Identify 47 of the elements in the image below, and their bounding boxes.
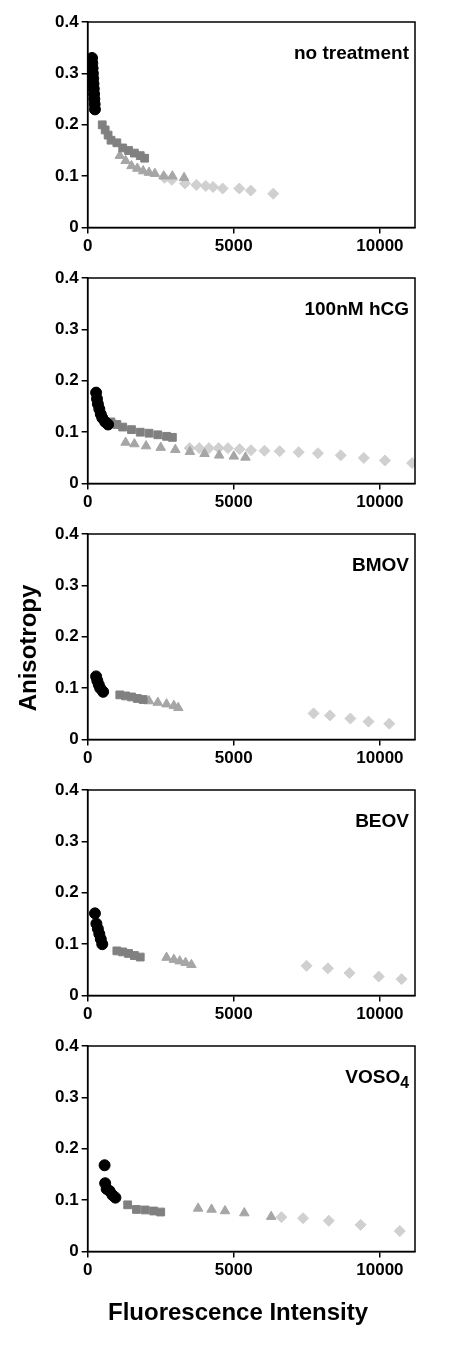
x-tick-label: 10000 [356,748,404,768]
y-tick-label: 0 [69,473,79,493]
y-tick-label: 0.3 [54,831,79,851]
x-tick-label: 5000 [214,748,253,768]
y-axis-title: Anisotropy [14,584,42,712]
x-tick-label: 0 [82,1004,93,1024]
x-tick-label: 0 [82,236,93,256]
y-tick-label: 0.3 [54,63,79,83]
y-tick-label: 0.4 [54,523,80,543]
x-tick-label: 0 [82,748,93,768]
y-tick-label: 0.4 [54,779,80,799]
y-tick-label: 0 [69,1241,79,1261]
x-tick-label: 0 [82,492,93,512]
text: no treatment [293,42,409,64]
y-tick-label: 0.2 [54,370,79,390]
text: BMOV [352,554,409,576]
text: BEOV [355,810,409,832]
y-tick-label: 0 [69,729,79,749]
x-tick-label: 5000 [214,492,253,512]
y-tick-label: 0 [69,217,79,237]
y-tick-label: 0.1 [54,421,79,441]
y-tick-label: 0.3 [54,319,79,339]
x-tick-label: 5000 [214,236,253,256]
x-tick-label: 10000 [356,1004,404,1024]
y-tick-label: 0 [69,985,79,1005]
y-tick-label: 0.1 [54,677,79,697]
text: VOSO$_{4}$ [345,1066,409,1092]
y-tick-label: 0.2 [54,882,79,902]
y-tick-label: 0.1 [54,165,79,185]
x-tick-label: 0 [82,1260,93,1280]
x-axis-title: Fluorescence Intensity [107,1298,370,1326]
text: 100nM hCG [304,298,409,320]
x-tick-label: 10000 [356,492,404,512]
x-tick-label: 5000 [214,1260,253,1280]
y-tick-label: 0.1 [54,1189,79,1209]
y-tick-label: 0.2 [54,114,79,134]
x-tick-label: 10000 [356,236,404,256]
y-tick-label: 0.2 [54,626,79,646]
y-tick-label: 0.4 [54,267,80,287]
x-tick-label: 10000 [356,1260,404,1280]
y-tick-label: 0.4 [54,11,80,31]
y-tick-label: 0.1 [54,933,79,953]
y-tick-label: 0.2 [54,1138,79,1158]
y-tick-label: 0.3 [54,1087,79,1107]
y-tick-label: 0.3 [54,575,79,595]
x-tick-label: 5000 [214,1004,253,1024]
y-tick-label: 0.4 [54,1035,80,1055]
